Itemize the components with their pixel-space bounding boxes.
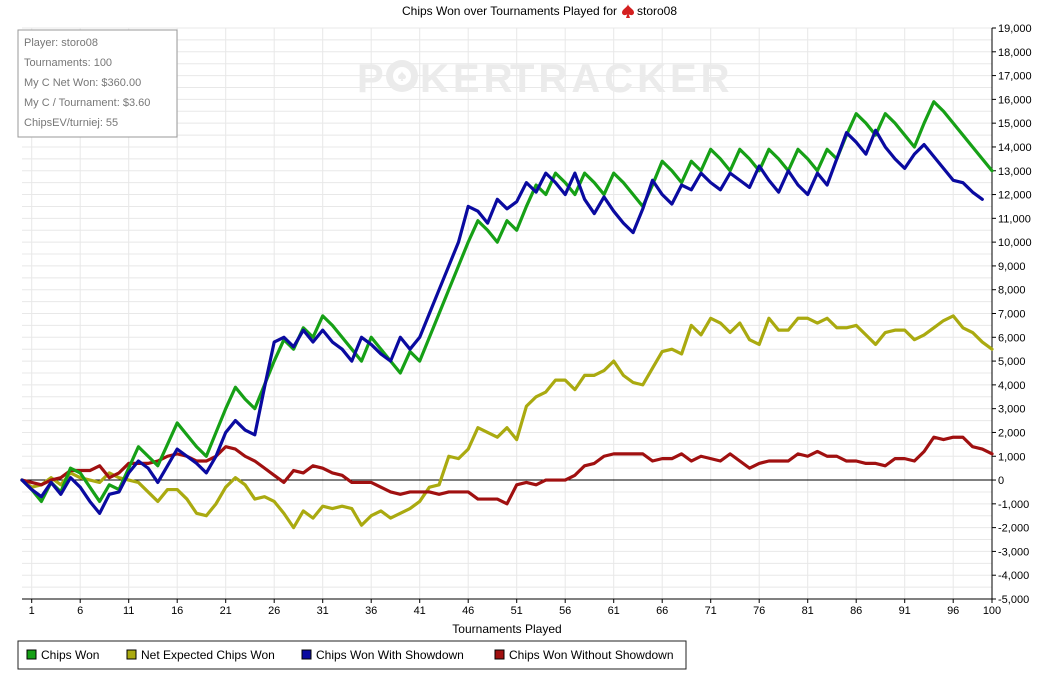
y-tick-label: 8,000 (998, 285, 1026, 297)
x-tick-label: 51 (511, 605, 523, 617)
y-tick-label: 9,000 (998, 261, 1026, 273)
y-tick-label: -1,000 (998, 499, 1029, 511)
legend-item-with-showdown[interactable]: Chips Won With Showdown (301, 648, 464, 662)
x-tick-label: 36 (365, 605, 377, 617)
x-tick-label: 61 (608, 605, 620, 617)
y-tick-label: -5,000 (998, 594, 1029, 606)
legend-item-net-expected[interactable]: Net Expected Chips Won (126, 648, 275, 662)
y-tick-label: 2,000 (998, 427, 1026, 439)
y-tick-label: 18,000 (998, 47, 1032, 59)
legend-item-without-showdown[interactable]: Chips Won Without Showdown (494, 648, 674, 662)
x-tick-label: 56 (559, 605, 571, 617)
y-tick-label: 13,000 (998, 166, 1032, 178)
x-tick-label: 86 (850, 605, 862, 617)
legend-label-chips-won: Chips Won (41, 648, 99, 662)
y-tick-label: 16,000 (998, 94, 1032, 106)
x-tick-label: 91 (899, 605, 911, 617)
x-tick-label: 100 (983, 605, 1001, 617)
axes: -5,000 -4,000 -3,000 -2,000 -1,000 0 1,000 2,00… (22, 23, 1032, 617)
y-tick-label: -3,000 (998, 546, 1029, 558)
x-tick-label: 96 (947, 605, 959, 617)
info-net-won: My C Net Won: $360.00 (24, 77, 141, 89)
y-tick-label: 5,000 (998, 356, 1026, 368)
x-tick-label: 31 (317, 605, 329, 617)
watermark-text-left: P (357, 57, 388, 101)
x-tick-label: 46 (462, 605, 474, 617)
spade-icon (622, 4, 634, 18)
y-tick-label: 10,000 (998, 237, 1032, 249)
legend-item-chips-won[interactable]: Chips Won (26, 648, 99, 662)
player-info-box: Player: storo08 Tournaments: 100 My C Ne… (17, 29, 178, 138)
y-tick-label: 14,000 (998, 142, 1032, 154)
legend-label-with-showdown: Chips Won With Showdown (316, 648, 464, 662)
watermark-text-mid: KER (420, 57, 516, 101)
x-tick-label: 21 (220, 605, 232, 617)
series-line-chips-won (20, 100, 994, 504)
y-tick-label: 12,000 (998, 190, 1032, 202)
y-tick-label: 4,000 (998, 380, 1026, 392)
y-tick-label: 0 (998, 475, 1004, 487)
legend-label-without-showdown: Chips Won Without Showdown (509, 648, 674, 662)
chart-title: Chips Won over Tournaments Played for st… (402, 4, 677, 18)
x-axis-title: Tournaments Played (452, 622, 561, 636)
info-player: Player: storo08 (24, 37, 98, 49)
watermark: P KER TRACKER (357, 57, 734, 101)
x-tick-label: 1 (29, 605, 35, 617)
info-per-tournament: My C / Tournament: $3.60 (24, 97, 150, 109)
y-tick-label: 1,000 (998, 451, 1026, 463)
x-tick-label: 41 (414, 605, 426, 617)
series-line-chips-won-with-showdown (20, 128, 984, 515)
x-tick-label: 6 (77, 605, 83, 617)
y-tick-label: 6,000 (998, 332, 1026, 344)
y-tick-label: 7,000 (998, 309, 1026, 321)
y-tick-label: -2,000 (998, 523, 1029, 535)
y-tick-label: 17,000 (998, 71, 1032, 83)
x-tick-label: 81 (802, 605, 814, 617)
x-tick-label: 66 (656, 605, 668, 617)
chart-title-player: storo08 (637, 4, 677, 18)
series-lines (20, 100, 994, 530)
y-tick-label: -4,000 (998, 570, 1029, 582)
legend-label-net-expected: Net Expected Chips Won (141, 648, 275, 662)
x-tick-label: 71 (705, 605, 717, 617)
info-chips-ev: ChipsEV/turniej: 55 (24, 117, 118, 129)
info-tournaments: Tournaments: 100 (24, 57, 112, 69)
y-tick-label: 3,000 (998, 404, 1026, 416)
grid-lines (22, 27, 993, 600)
x-tick-label: 76 (753, 605, 765, 617)
legend: Chips Won Net Expected Chips Won Chips W… (17, 640, 687, 670)
watermark-text-right: TRACKER (510, 57, 734, 101)
y-tick-label: 11,000 (998, 213, 1031, 225)
series-line-net-expected-chips-won (20, 314, 994, 530)
x-tick-label: 26 (268, 605, 280, 617)
y-tick-label: 15,000 (998, 118, 1032, 130)
x-tick-label: 11 (123, 605, 134, 617)
poker-chip-icon (386, 60, 418, 92)
chart-title-prefix: Chips Won over Tournaments Played for (402, 4, 617, 18)
y-tick-label: 19,000 (998, 23, 1032, 35)
x-tick-label: 16 (171, 605, 183, 617)
